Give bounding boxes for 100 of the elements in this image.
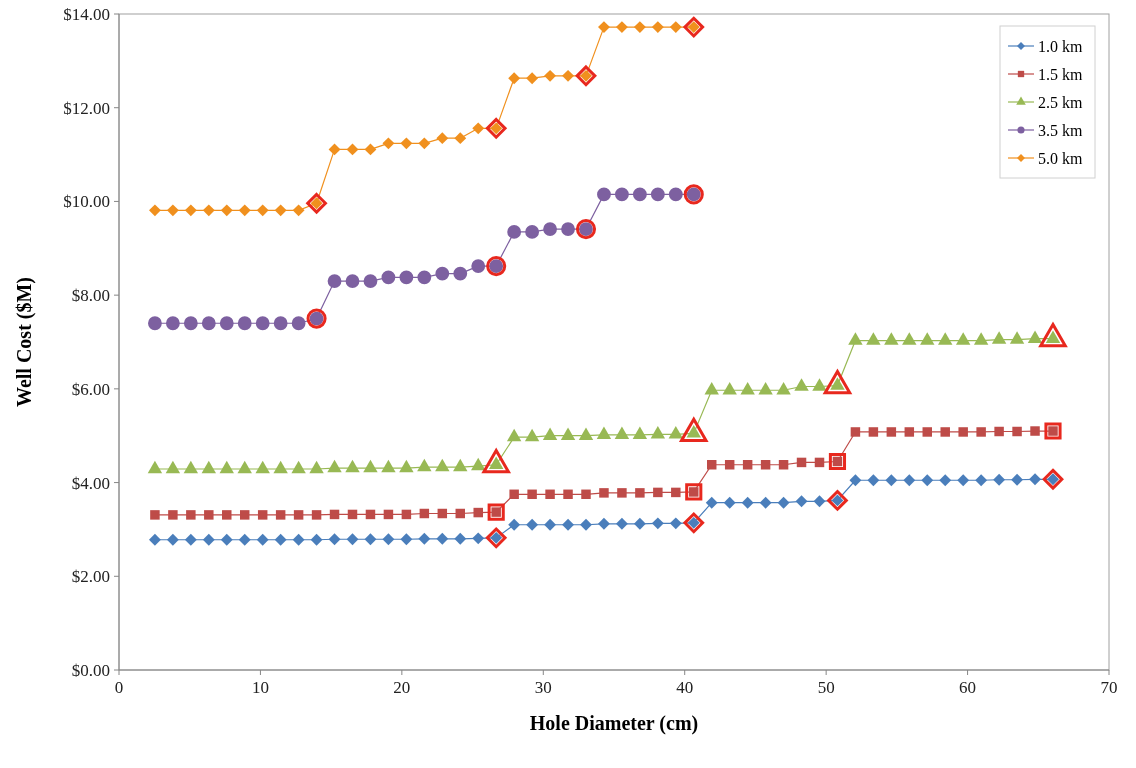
point [345, 459, 360, 473]
point [598, 517, 610, 530]
point [455, 508, 466, 519]
point [1044, 422, 1062, 440]
y-tick-label: $2.00 [71, 567, 110, 587]
point [256, 533, 269, 546]
point [168, 510, 178, 520]
point [1042, 468, 1064, 490]
point [306, 192, 327, 214]
point [239, 510, 250, 520]
point [615, 187, 629, 202]
x-tick-label: 40 [676, 678, 694, 697]
point [150, 510, 160, 520]
point [814, 457, 825, 468]
point [400, 533, 413, 546]
point [148, 204, 161, 217]
x-tick-label: 50 [817, 678, 835, 697]
point [812, 378, 827, 391]
point [994, 426, 1004, 437]
point [975, 474, 988, 487]
point [669, 517, 682, 530]
point [417, 458, 432, 472]
point [471, 457, 486, 471]
point [471, 259, 486, 273]
point [1029, 473, 1041, 486]
point [542, 427, 558, 440]
point [993, 473, 1006, 486]
point [472, 122, 485, 135]
point [291, 316, 306, 331]
point [454, 532, 467, 545]
point [544, 518, 557, 531]
x-tick-label: 70 [1100, 678, 1118, 697]
point [487, 503, 505, 521]
point [777, 496, 790, 509]
y-tick-label: $6.00 [71, 379, 110, 399]
point [651, 517, 664, 530]
point [255, 316, 270, 331]
point [633, 517, 646, 530]
point [472, 532, 485, 545]
point [201, 316, 216, 331]
point [938, 332, 953, 345]
point [599, 488, 609, 498]
x-tick-label: 60 [959, 678, 977, 697]
point [453, 266, 468, 281]
point [635, 488, 645, 498]
point [562, 518, 574, 531]
point [184, 533, 197, 546]
point [904, 427, 915, 437]
x-tick-label: 10 [251, 678, 269, 697]
x-tick-label: 0 [114, 678, 124, 697]
point [509, 489, 519, 500]
point [940, 427, 950, 437]
point [399, 459, 414, 473]
point [219, 316, 234, 331]
point [939, 474, 952, 487]
point [381, 270, 396, 285]
point [526, 518, 539, 531]
point [722, 381, 737, 395]
point [597, 187, 611, 202]
point [1011, 473, 1024, 486]
point [453, 458, 468, 472]
point [902, 332, 917, 345]
point [615, 517, 628, 530]
point [166, 533, 179, 546]
point [237, 316, 252, 331]
point [237, 460, 252, 474]
point [255, 460, 270, 474]
point [706, 460, 717, 470]
point [683, 16, 705, 38]
point [685, 483, 703, 501]
point [401, 509, 412, 520]
point [866, 332, 881, 345]
point [436, 532, 449, 545]
point [813, 495, 826, 508]
point [527, 489, 537, 500]
point [365, 509, 376, 520]
point [796, 457, 807, 468]
point [560, 427, 576, 440]
y-tick-label: $4.00 [71, 473, 110, 493]
point [903, 474, 916, 487]
point [382, 533, 395, 546]
point [165, 316, 180, 331]
point [435, 266, 450, 281]
point [291, 460, 306, 474]
point [958, 427, 968, 437]
point [867, 474, 880, 487]
point [485, 527, 507, 549]
y-tick-label: $0.00 [71, 660, 110, 680]
legend-label: 2.5 km [1038, 93, 1083, 111]
point [561, 222, 575, 236]
point [274, 533, 287, 546]
point [183, 460, 199, 474]
point [400, 137, 413, 150]
point [166, 204, 179, 217]
point [418, 137, 431, 150]
legend-label: 1.0 km [1038, 37, 1083, 55]
point [219, 460, 234, 474]
legend-label: 1.5 km [1038, 65, 1083, 83]
point [507, 224, 522, 239]
point [506, 428, 522, 442]
